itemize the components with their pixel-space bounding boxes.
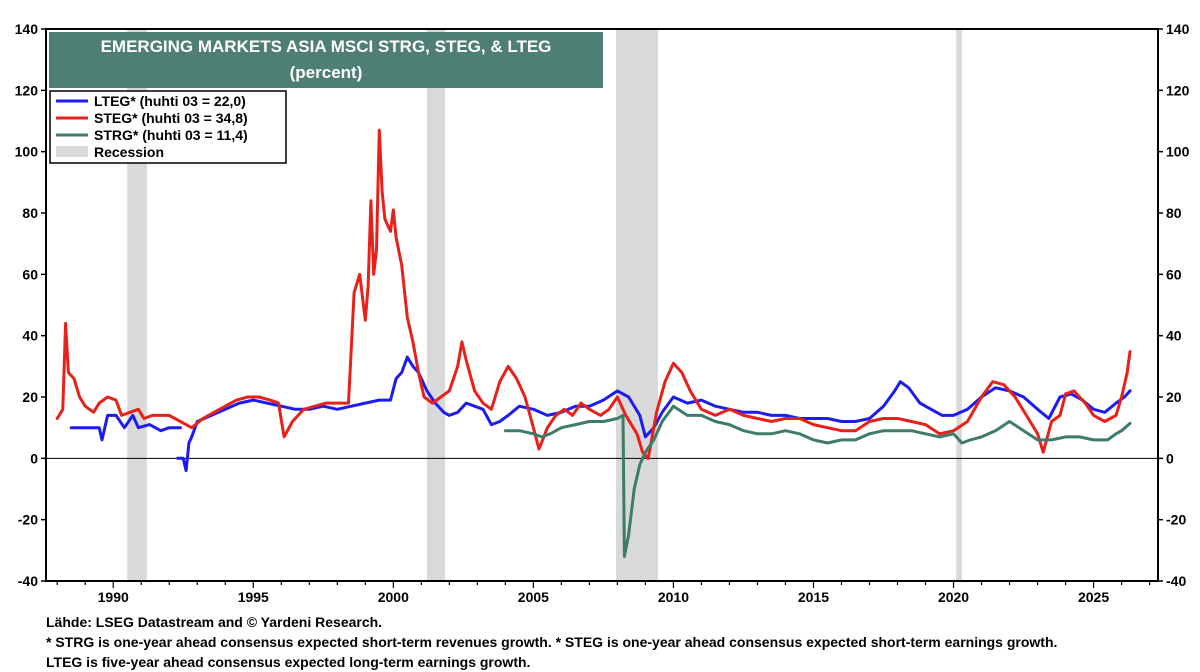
y-tick-label-right: 60 [1166, 266, 1182, 282]
y-axis-left: -40 -20 0 20 40 60 80 100 120 140 [15, 21, 46, 589]
legend-swatch-recession [56, 146, 88, 157]
chart-canvas: -40 -20 0 20 40 60 80 100 120 140 -40 -20 0 20 40 60 80… [15, 21, 1190, 605]
y-axis-right: -40 -20 0 20 40 60 80 100 120 140 [1158, 21, 1190, 589]
legend-label-steg: STEG* (huhti 03 = 34,8) [94, 110, 248, 126]
y-tick-label-left: 80 [22, 205, 38, 221]
y-tick-label-left: -20 [18, 512, 38, 528]
footnotes: Lähde: LSEG Datastream and © Yardeni Res… [46, 612, 1186, 672]
recession-band-1 [127, 29, 147, 581]
legend-label-recession: Recession [94, 144, 164, 160]
y-tick-label-right: 0 [1166, 450, 1174, 466]
y-tick-label-right: 80 [1166, 205, 1182, 221]
x-tick-label: 2010 [658, 589, 689, 605]
x-tick-label: 1995 [238, 589, 269, 605]
y-tick-label-left: 20 [22, 389, 38, 405]
definition-note-1: * STRG is one-year ahead consensus expec… [46, 634, 1058, 650]
source-note: Lähde: LSEG Datastream and © Yardeni Res… [46, 614, 383, 630]
x-tick-label: 2005 [518, 589, 549, 605]
y-tick-label-left: 40 [22, 328, 38, 344]
y-tick-label-right: 100 [1166, 144, 1190, 160]
definition-note-2: LTEG is five-year ahead consensus expect… [46, 654, 531, 670]
y-tick-label-left: 0 [30, 450, 38, 466]
series-line-3-segment-1 [503, 404, 1132, 558]
x-axis: 1990 1995 2000 2005 2010 2015 2020 2025 [56, 581, 1151, 605]
x-tick-label: 2020 [938, 589, 969, 605]
y-tick-label-right: 20 [1166, 389, 1182, 405]
y-tick-label-left: 140 [15, 21, 39, 37]
legend-label-lteg: LTEG* (huhti 03 = 22,0) [94, 93, 246, 109]
legend: LTEG* (huhti 03 = 22,0) STEG* (huhti 03 … [49, 90, 287, 164]
recession-band-3 [616, 29, 659, 581]
y-tick-label-left: 60 [22, 266, 38, 282]
y-tick-label-right: 40 [1166, 328, 1182, 344]
x-tick-label: 2025 [1078, 589, 1109, 605]
x-tick-label: 1990 [98, 589, 129, 605]
chart-subtitle: (percent) [290, 63, 363, 82]
x-tick-label: 2000 [378, 589, 409, 605]
series-line-1-segment-2 [176, 355, 1132, 473]
y-tick-label-right: 120 [1166, 82, 1190, 98]
y-tick-label-right: 140 [1166, 21, 1190, 37]
x-tick-label: 2015 [798, 589, 829, 605]
y-tick-label-right: -20 [1166, 512, 1186, 528]
y-tick-label-left: -40 [18, 573, 38, 589]
chart-title-box: EMERGING MARKETS ASIA MSCI STRG, STEG, &… [49, 32, 603, 88]
legend-label-strg: STRG* (huhti 03 = 11,4) [94, 127, 248, 143]
y-tick-label-right: -40 [1166, 573, 1186, 589]
y-tick-label-left: 100 [15, 144, 39, 160]
recession-band-2 [426, 29, 446, 581]
recession-band-4 [956, 29, 962, 581]
series-line-1-segment-1 [69, 413, 182, 442]
plot-frame [45, 28, 1159, 582]
chart-title: EMERGING MARKETS ASIA MSCI STRG, STEG, &… [101, 37, 552, 56]
series-line-2-segment-1 [55, 128, 1132, 460]
series-lines [55, 128, 1132, 558]
y-tick-label-left: 120 [15, 82, 39, 98]
